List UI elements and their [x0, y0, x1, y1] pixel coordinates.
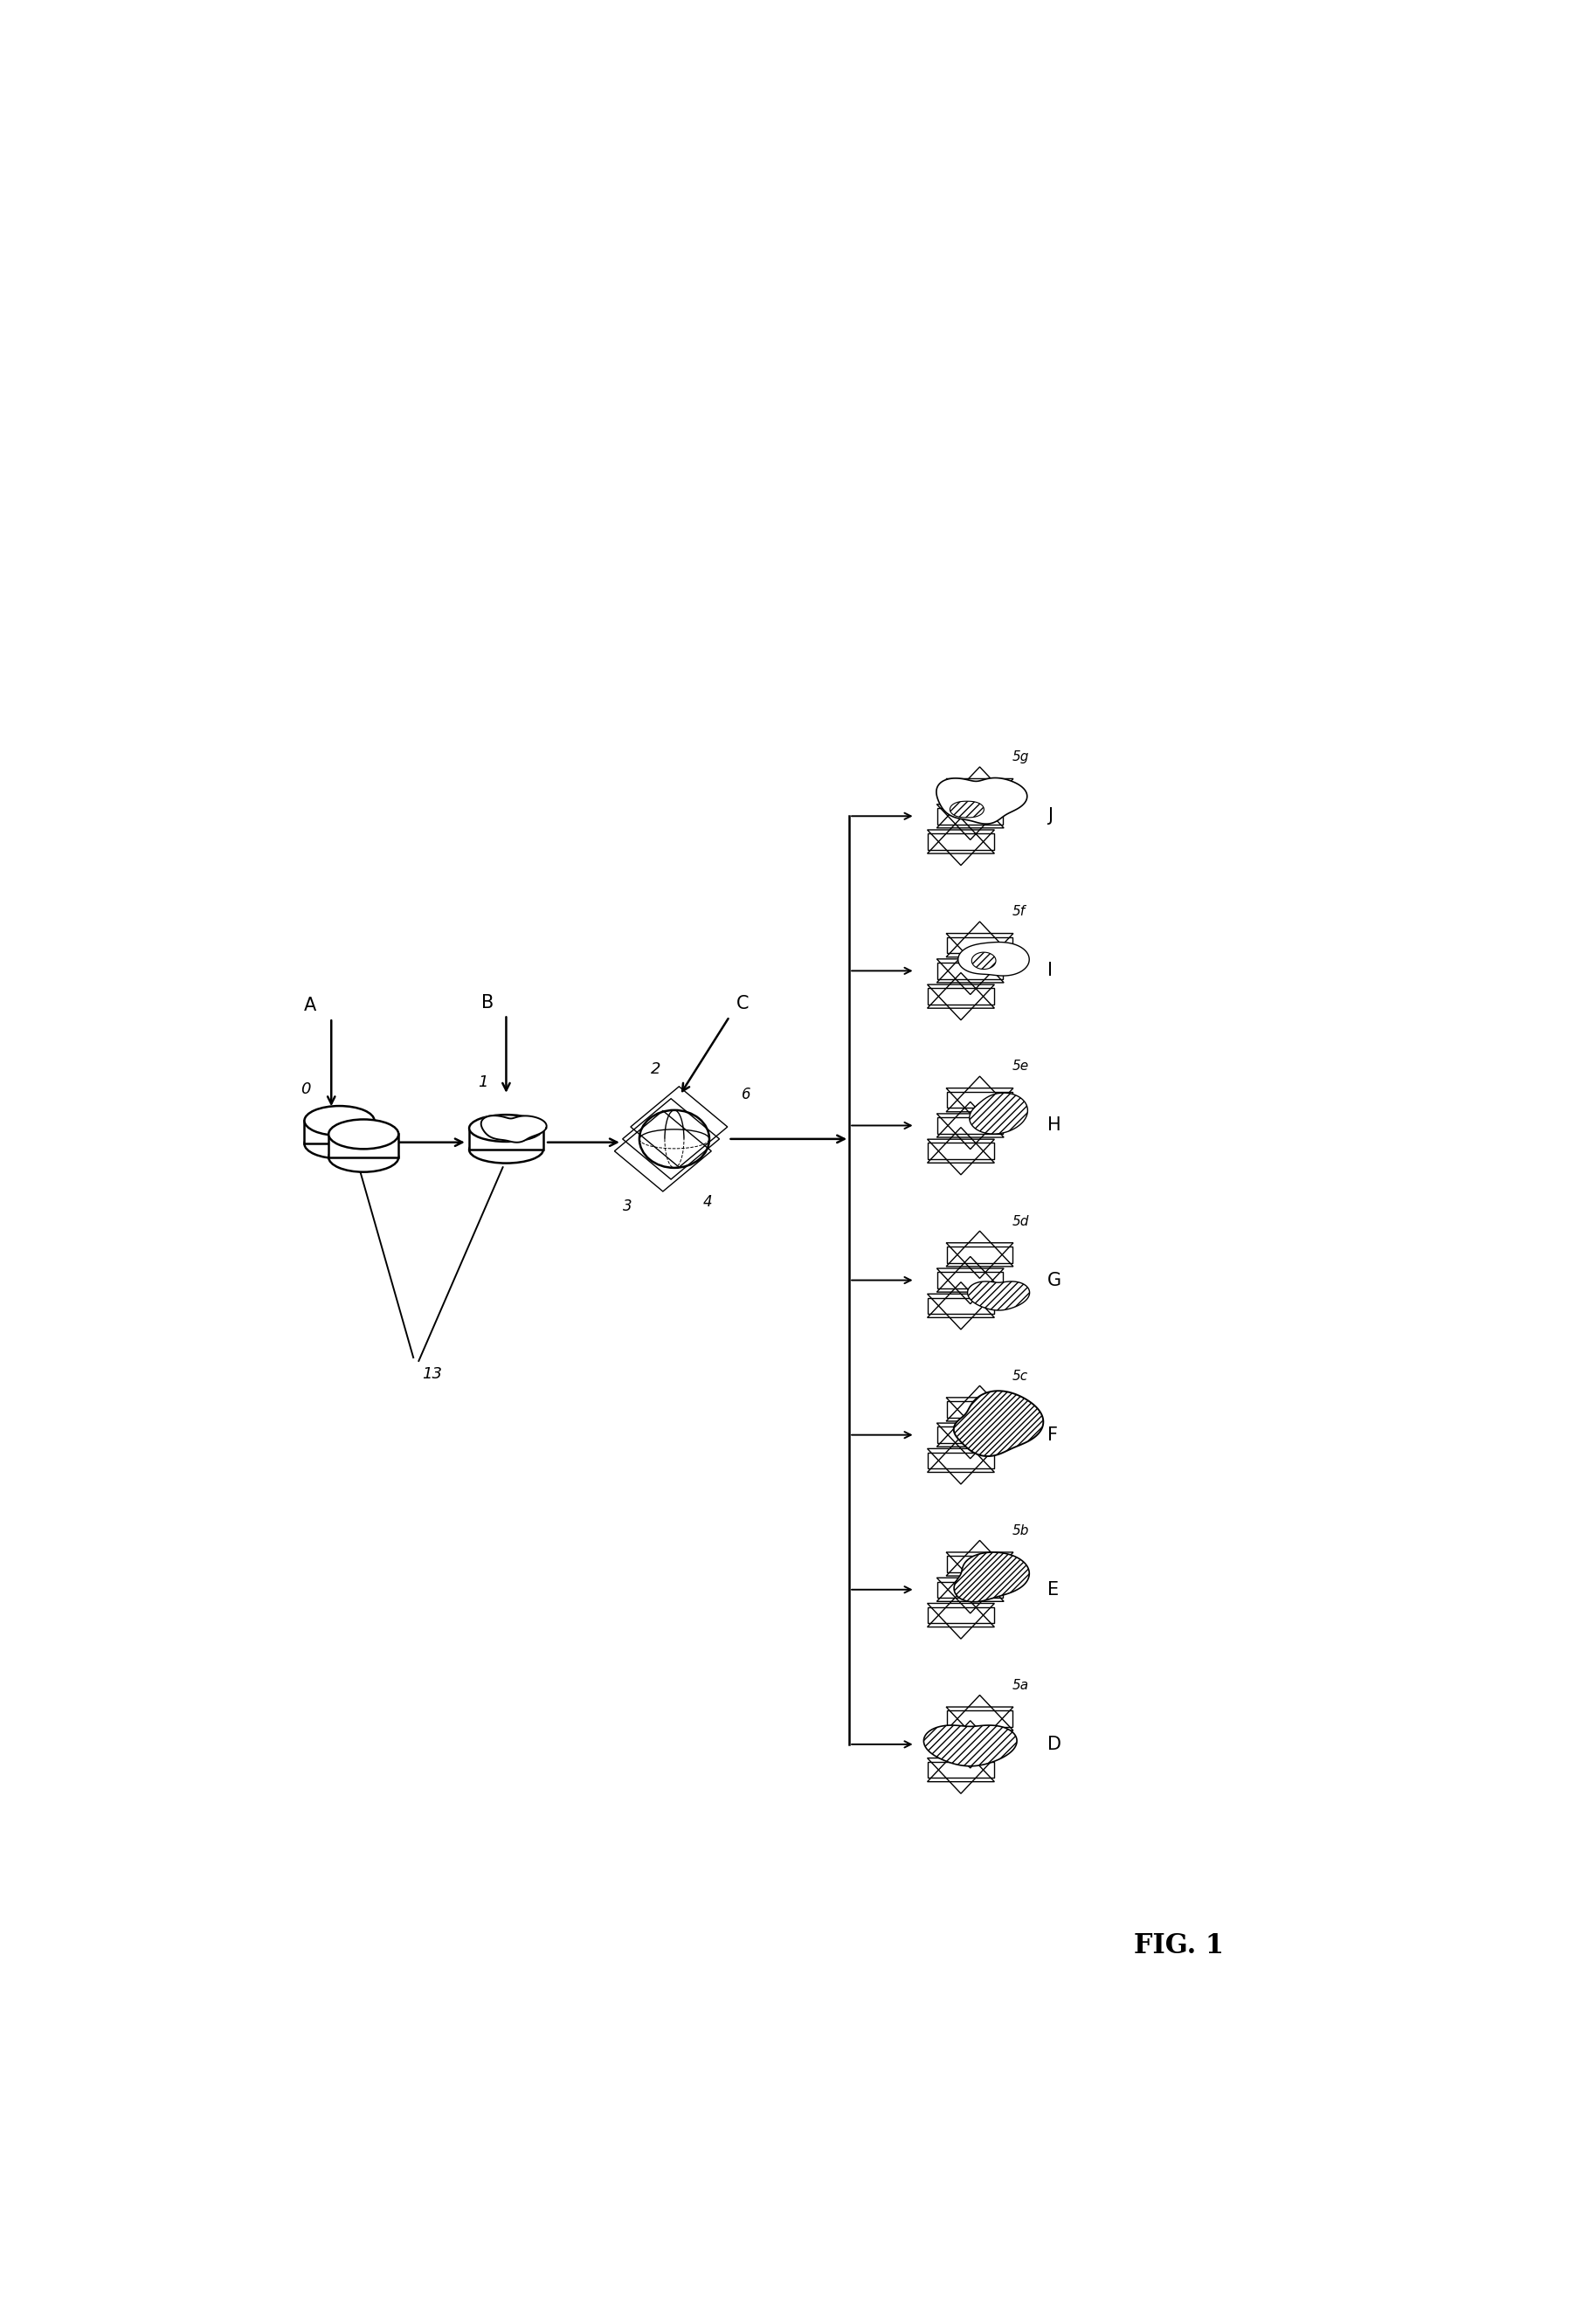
Text: 5a: 5a — [1012, 1679, 1029, 1693]
Text: C: C — [736, 996, 749, 1012]
Text: 1: 1 — [477, 1074, 488, 1090]
Polygon shape — [967, 1281, 1029, 1311]
Polygon shape — [469, 1129, 543, 1150]
Text: 0: 0 — [300, 1081, 311, 1097]
Text: J: J — [1047, 807, 1053, 826]
Text: F: F — [1047, 1426, 1058, 1444]
Text: G: G — [1047, 1272, 1061, 1288]
Polygon shape — [969, 1092, 1028, 1134]
Polygon shape — [972, 952, 996, 968]
Text: E: E — [1047, 1580, 1060, 1598]
Polygon shape — [950, 800, 985, 816]
Polygon shape — [954, 1552, 1029, 1601]
Ellipse shape — [329, 1143, 399, 1173]
Text: 4: 4 — [702, 1194, 712, 1210]
Text: D: D — [1047, 1736, 1061, 1753]
Text: 13: 13 — [421, 1366, 442, 1382]
Ellipse shape — [469, 1136, 543, 1164]
Ellipse shape — [305, 1106, 375, 1136]
Text: 5d: 5d — [1012, 1214, 1029, 1228]
Text: 5e: 5e — [1012, 1060, 1029, 1074]
Polygon shape — [937, 777, 1028, 823]
Ellipse shape — [329, 1120, 399, 1150]
Text: 6: 6 — [742, 1086, 750, 1102]
Text: A: A — [305, 998, 316, 1014]
Ellipse shape — [640, 1111, 709, 1168]
Text: 5b: 5b — [1012, 1525, 1029, 1536]
Text: B: B — [482, 994, 495, 1012]
Text: I: I — [1047, 961, 1053, 980]
Text: 5g: 5g — [1012, 750, 1029, 764]
Text: 5c: 5c — [1012, 1368, 1028, 1382]
Text: FIG. 1: FIG. 1 — [1133, 1932, 1224, 1960]
Polygon shape — [954, 1391, 1044, 1456]
Polygon shape — [329, 1134, 399, 1157]
Text: H: H — [1047, 1118, 1061, 1134]
Polygon shape — [958, 943, 1029, 975]
Polygon shape — [480, 1115, 546, 1143]
Ellipse shape — [469, 1115, 543, 1141]
Text: 3: 3 — [622, 1198, 632, 1214]
Ellipse shape — [305, 1129, 375, 1159]
Polygon shape — [305, 1120, 375, 1143]
Text: 5f: 5f — [1012, 906, 1025, 918]
Polygon shape — [924, 1725, 1017, 1766]
Text: 2: 2 — [651, 1060, 661, 1076]
